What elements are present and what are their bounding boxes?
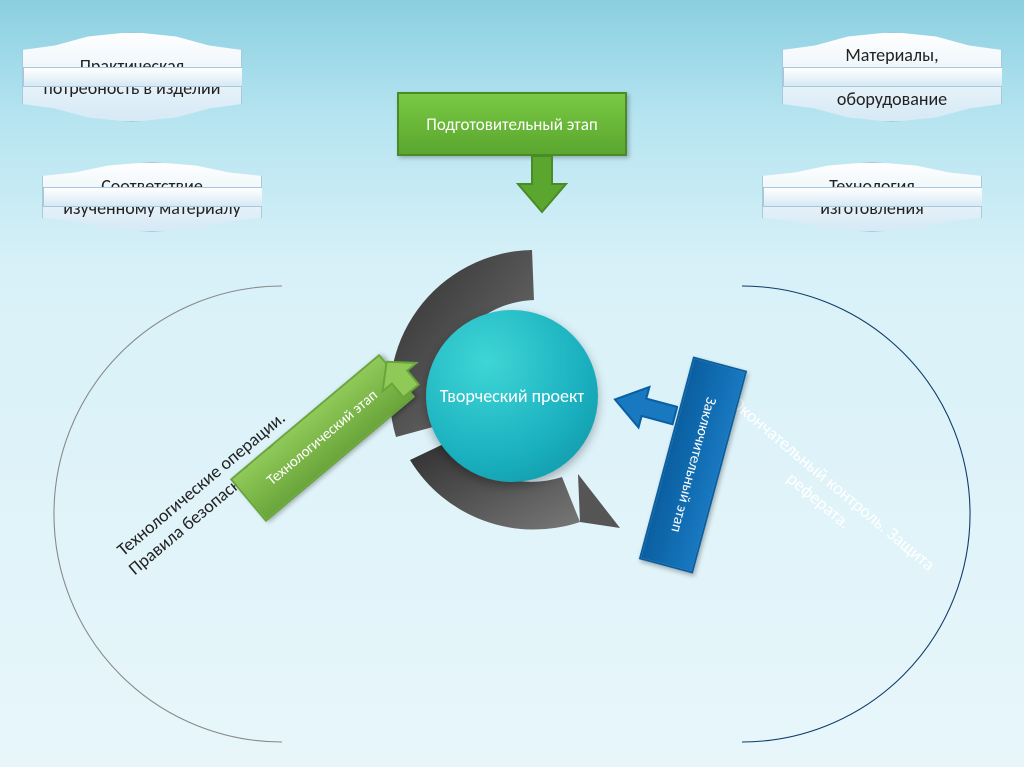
arrow-tech: [378, 352, 433, 412]
stage-prep: Подготовительный этап: [397, 92, 627, 156]
center-circle-text: Творческий проект: [440, 385, 585, 407]
banner-mid-left-text: Соответствие изученному материалу: [57, 175, 247, 219]
banner-mid-left: Соответствие изученному материалу: [42, 162, 262, 232]
banner-top-right: Материалы, инструменты. оборудование: [782, 32, 1002, 122]
banner-mid-right-text: Технология изготовления: [777, 175, 967, 219]
banner-top-left-text: Практическая потребность в изделии: [37, 55, 227, 99]
banner-top-left: Практическая потребность в изделии: [22, 32, 242, 122]
banner-mid-right: Технология изготовления: [762, 162, 982, 232]
center-circle: Творческий проект: [426, 310, 598, 482]
arrow-final: [608, 380, 678, 440]
stage-prep-text: Подготовительный этап: [426, 114, 597, 135]
banner-top-right-text: Материалы, инструменты. оборудование: [797, 44, 987, 110]
